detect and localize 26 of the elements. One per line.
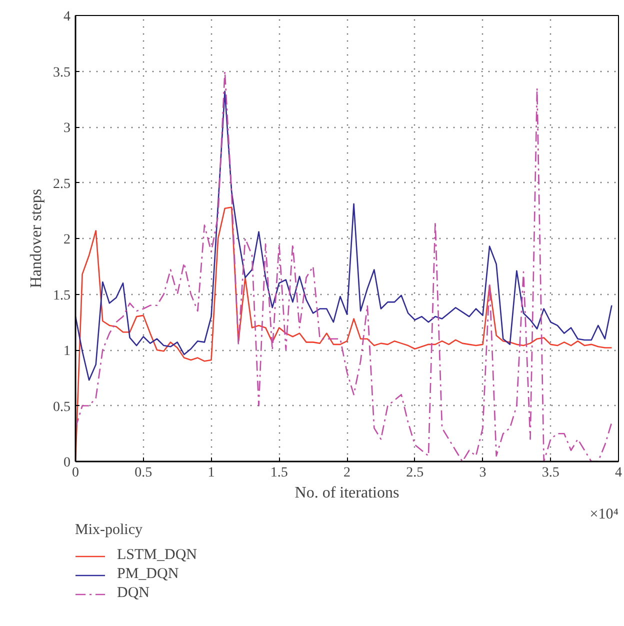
line-series (76, 70, 612, 462)
x-tick-label: 4 (615, 466, 622, 480)
y-tick-label: 0.5 (53, 400, 70, 415)
y-tick-label: 2 (64, 232, 70, 248)
y-tick-label: 2.5 (53, 176, 70, 192)
legend-title: Mix-policy (75, 522, 144, 539)
legend-label: PM_DQN (117, 566, 179, 583)
x-tick-label: 1 (208, 466, 215, 480)
y-tick-label: 3 (64, 121, 70, 136)
legend-label: DQN (117, 585, 150, 602)
text: ×10⁴ (590, 506, 619, 522)
x-tick-label: 3.5 (542, 466, 560, 480)
line-series (76, 90, 612, 381)
x-tick-label: 1.5 (270, 466, 288, 480)
y-tick-label: 3.5 (53, 65, 70, 80)
y-tick-label: 4 (64, 10, 70, 24)
x-tick-label: 2.5 (406, 466, 424, 480)
y-tick-label: 1.5 (53, 288, 70, 304)
x-axis-title: No. of iterations (294, 484, 400, 502)
y-tick-label: 0 (64, 456, 70, 470)
x-tick-label: 3 (479, 466, 486, 480)
x-tick-label: 0.5 (134, 466, 152, 480)
x-tick-label: 2 (344, 466, 350, 480)
legend-label: LSTM_DQN (117, 547, 198, 564)
y-tick-label: 1 (64, 344, 70, 359)
y-axis-title: Handover steps (28, 188, 45, 288)
